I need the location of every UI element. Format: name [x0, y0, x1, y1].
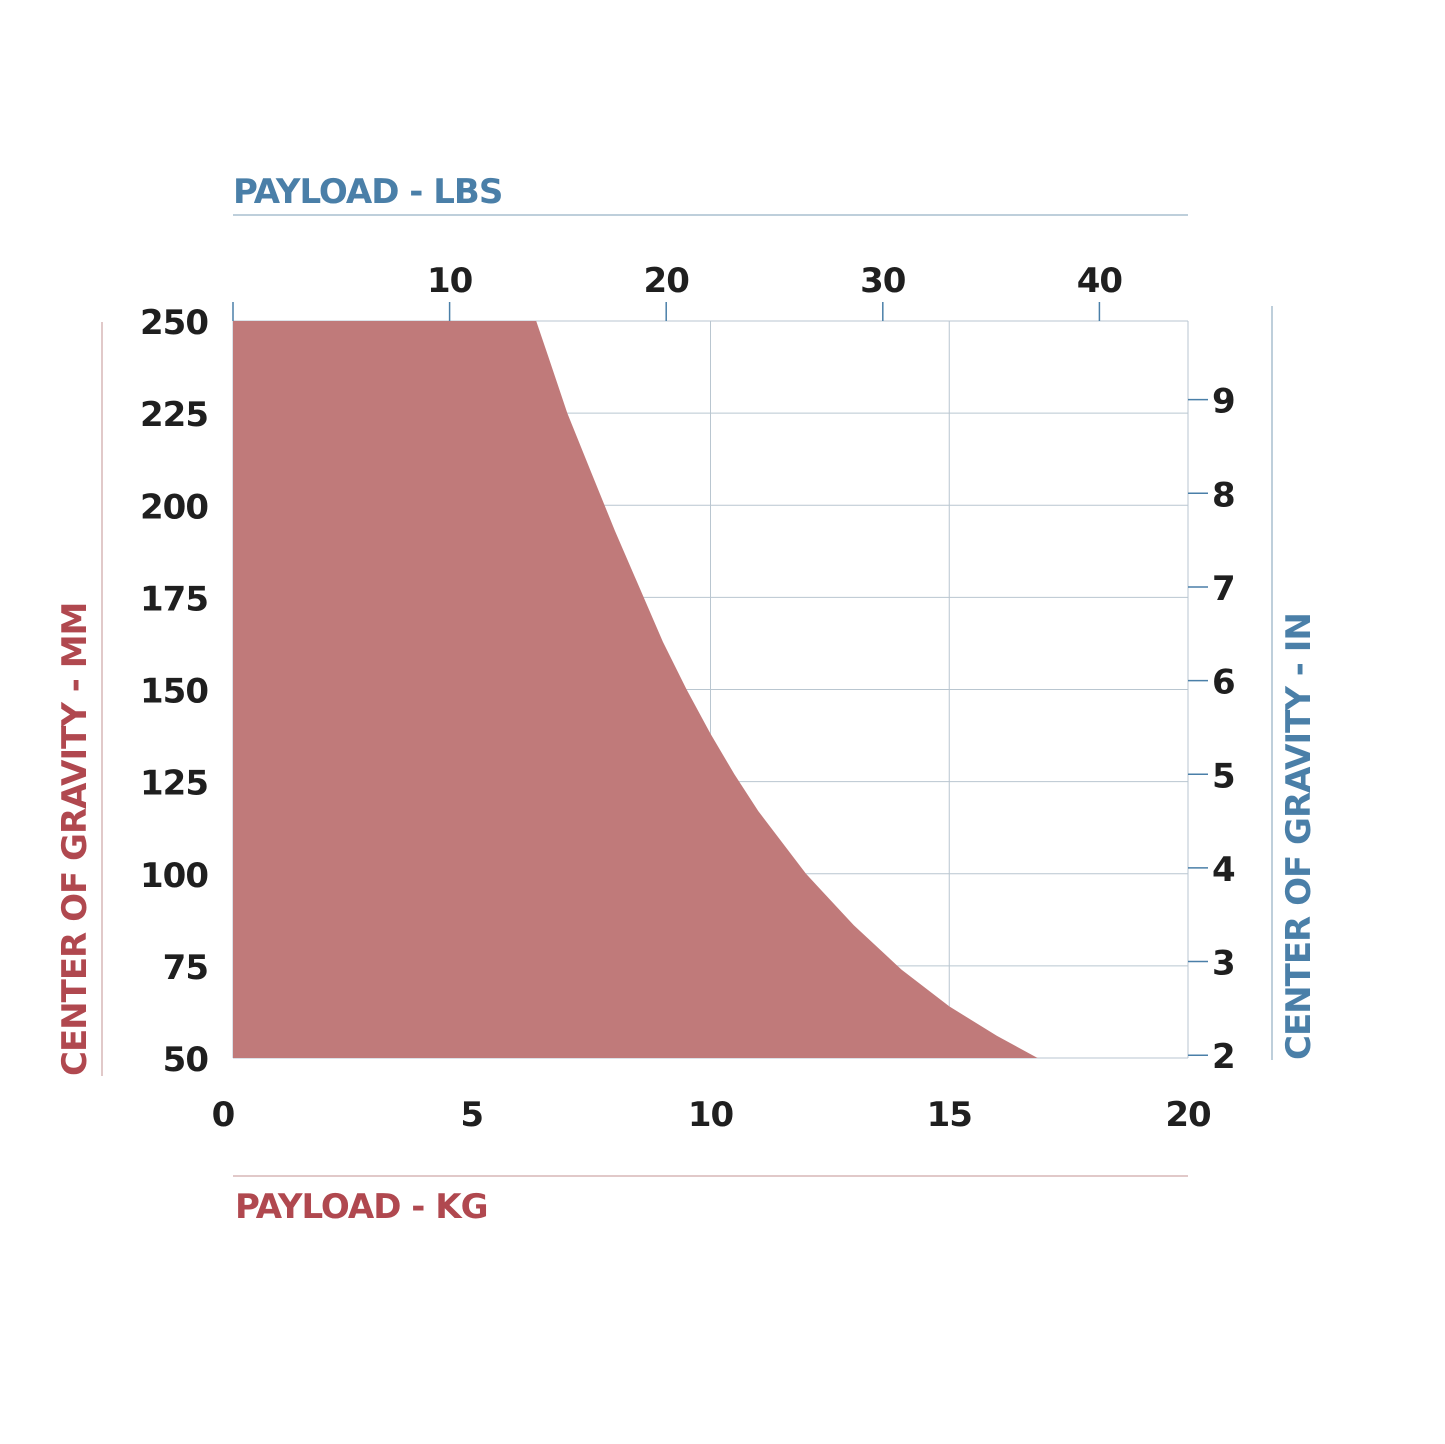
x2-tick-label-30: 30: [860, 261, 906, 301]
y-tick-label-125: 125: [140, 764, 208, 804]
y-tick-label-200: 200: [140, 487, 208, 527]
y-tick-label-250: 250: [140, 303, 208, 343]
y-tick-label-50: 50: [163, 1040, 209, 1080]
x2-tick-label-10: 10: [427, 261, 473, 301]
y2-tick-label-6: 6: [1212, 663, 1235, 703]
x2-tick-label-40: 40: [1077, 261, 1123, 301]
y2-axis-title: CENTER OF GRAVITY - IN: [1279, 613, 1319, 1060]
x-axis-title: PAYLOAD - KG: [235, 1187, 488, 1227]
x2-tick-label-20: 20: [644, 261, 690, 301]
y2-tick-label-4: 4: [1212, 850, 1235, 890]
x-tick-label-15: 15: [927, 1095, 972, 1135]
x-tick-label-0: 0: [212, 1095, 235, 1135]
y2-tick-label-9: 9: [1212, 382, 1235, 422]
y2-tick-label-5: 5: [1212, 756, 1235, 796]
y-tick-label-100: 100: [140, 856, 208, 896]
y2-tick-label-2: 2: [1212, 1037, 1235, 1077]
y-tick-label-175: 175: [140, 579, 208, 619]
y2-tick-label-3: 3: [1212, 944, 1235, 984]
y2-tick-label-7: 7: [1212, 569, 1235, 609]
y2-tick-label-8: 8: [1212, 475, 1235, 515]
y-axis-title: CENTER OF GRAVITY - MM: [55, 603, 95, 1076]
x2-axis-title: PAYLOAD - LBS: [233, 172, 502, 212]
x-tick-label-5: 5: [460, 1095, 483, 1135]
payload-area: [233, 321, 1038, 1058]
x-tick-label-20: 20: [1165, 1095, 1211, 1135]
axis-ticks: [448, 302, 1208, 1056]
y-tick-label-150: 150: [140, 672, 208, 712]
y-tick-label-75: 75: [163, 948, 208, 988]
x-tick-label-10: 10: [688, 1095, 734, 1135]
y-tick-label-225: 225: [140, 395, 208, 435]
